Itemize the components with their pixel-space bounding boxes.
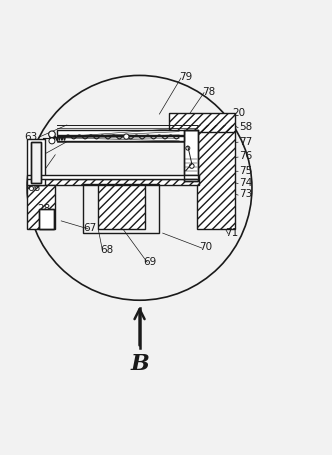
Bar	[27, 139, 45, 185]
Circle shape	[190, 164, 194, 168]
Text: 68: 68	[100, 245, 113, 255]
Bar	[98, 185, 144, 229]
Text: 70: 70	[199, 243, 212, 253]
Bar	[184, 130, 198, 181]
Bar	[169, 113, 235, 131]
Text: 77: 77	[239, 136, 252, 147]
Text: 20: 20	[232, 108, 245, 118]
Circle shape	[186, 146, 190, 150]
Bar	[27, 178, 199, 185]
Circle shape	[124, 134, 129, 139]
Bar	[184, 130, 198, 181]
Text: 73: 73	[239, 189, 252, 199]
Bar	[83, 184, 159, 233]
Bar	[39, 209, 53, 229]
Bar	[39, 209, 53, 229]
Text: 67: 67	[83, 223, 97, 233]
Text: 65: 65	[27, 168, 41, 178]
Bar	[198, 125, 235, 229]
Circle shape	[49, 138, 55, 144]
Bar	[27, 185, 55, 229]
Bar	[27, 178, 199, 185]
Bar	[27, 175, 199, 178]
Text: 28: 28	[37, 204, 50, 214]
Text: 69: 69	[143, 257, 156, 267]
Bar	[32, 142, 42, 183]
Text: 64: 64	[27, 150, 41, 160]
Bar	[57, 136, 184, 141]
Text: 71: 71	[225, 228, 239, 238]
Bar	[32, 142, 42, 183]
Text: B: B	[130, 353, 149, 375]
Text: 74: 74	[239, 178, 252, 188]
Bar	[169, 113, 235, 131]
Text: 66: 66	[27, 183, 41, 193]
Text: 58: 58	[239, 121, 252, 131]
Circle shape	[48, 131, 55, 137]
Bar	[98, 185, 144, 229]
Text: 78: 78	[203, 87, 215, 97]
Text: 79: 79	[179, 72, 193, 82]
Bar	[198, 125, 235, 229]
Text: 75: 75	[239, 166, 252, 176]
Bar	[57, 130, 184, 135]
Text: 76: 76	[239, 152, 252, 162]
Bar	[27, 185, 55, 229]
Text: 63: 63	[24, 131, 37, 142]
